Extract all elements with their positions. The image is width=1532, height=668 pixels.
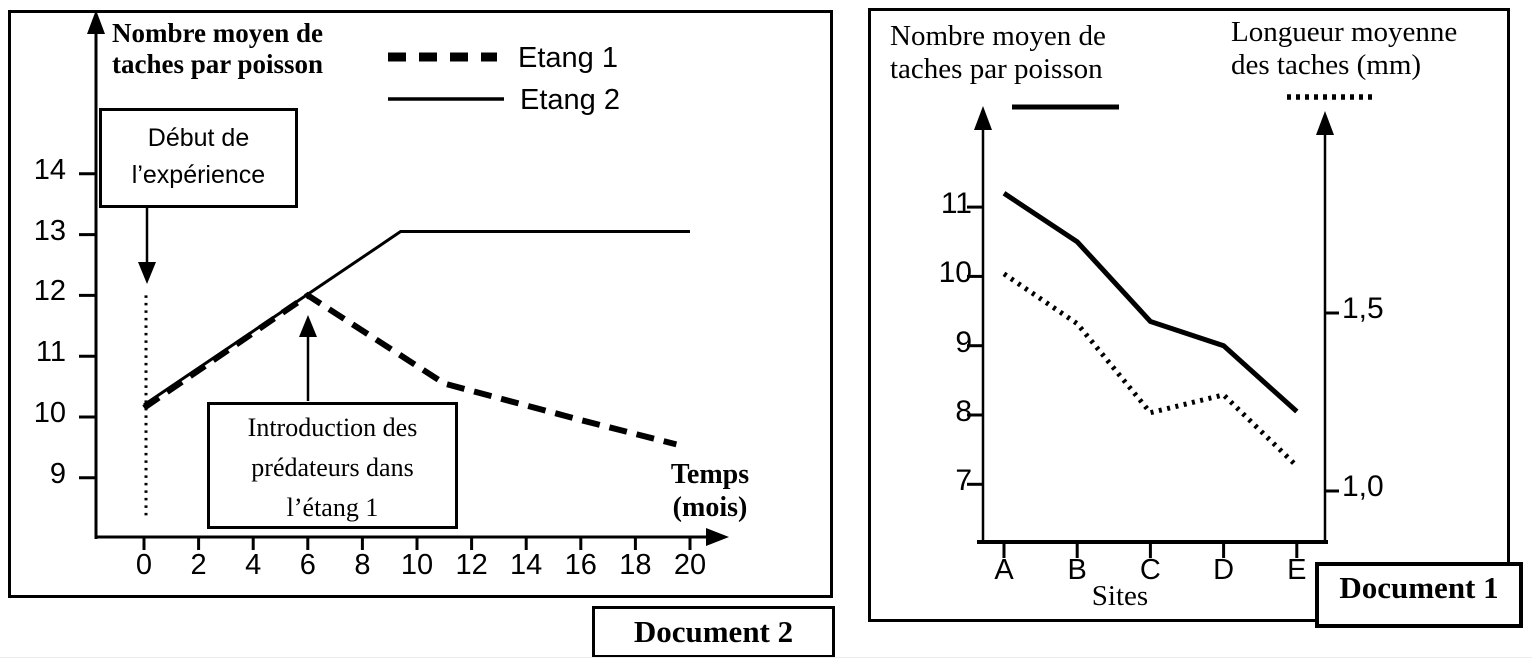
annotation-experiment-start-line1: Début de [147,124,250,152]
document-2-label: Document 2 [633,614,794,649]
doc2-y-tick-label: 11 [35,336,66,369]
doc2-y-axis-title: Nombre moyen de taches par poisson [112,18,323,80]
annotation-experiment-start-line2: l’expérience [131,161,266,189]
doc2-series-etang2-solid-line [143,230,690,407]
doc2-y-axis-arrow-icon [87,10,105,34]
doc2-x-tick-label: 10 [400,549,434,581]
doc1-right-axis-title: Longueur moyenne des taches (mm) [1231,16,1457,82]
doc1-left-tick-label: 9 [955,325,972,359]
annotation-predators-box: Introduction des prédateurs dans l’étang… [207,402,458,529]
doc2-y-tick-label: 13 [33,214,66,247]
doc2-x-axis-title-line1: Temps [670,459,750,490]
doc2-x-axis-title: Temps (mois) [650,458,770,524]
doc1-left-axis-arrow-icon [974,106,992,130]
doc2-start-arrow-down-icon [138,262,156,284]
doc2-x-tick-label: 14 [510,549,543,581]
doc2-y-tick-label: 9 [49,457,66,490]
doc2-series-etang1-dashed-line [142,291,678,448]
annotation-predators-line1: Introduction des [247,413,418,442]
doc2-predators-arrow-up-icon [299,315,317,337]
annotation-predators-line2: prédateurs dans [251,453,414,482]
doc2-y-tick-label: 12 [33,275,66,308]
doc1-x-tick-label: D [1213,554,1235,586]
doc1-right-tick-label: 1,5 [1342,292,1384,325]
doc1-x-tick-label: A [994,554,1014,586]
doc2-y-axis-title-line2: taches par poisson [112,49,324,79]
doc1-x-tick-label: B [1067,554,1087,586]
doc2-y-tick-label: 14 [33,153,66,186]
document-1-label: Document 1 [1339,570,1499,605]
document-2-label-box: Document 2 [592,606,835,658]
doc1-right-tick-label: 1,0 [1342,470,1384,503]
doc2-x-tick-label: 2 [190,549,207,581]
doc1-left-tick-label: 7 [955,464,972,498]
doc2-x-tick-label: 20 [673,549,707,581]
doc2-x-tick-label: 4 [245,549,262,581]
doc2-x-tick-label: 8 [354,549,371,581]
doc2-legend-label-etang1: Etang 1 [518,42,618,74]
doc1-x-axis-title: Sites [1091,580,1149,612]
doc1-left-tick-label: 10 [938,256,972,290]
doc1-right-axis-arrow-icon [1316,111,1334,135]
doc1-x-tick-label: E [1287,554,1307,586]
doc2-y-axis-title-line1: Nombre moyen de [112,18,323,48]
doc2-x-tick-label: 12 [455,549,488,581]
annotation-experiment-start-box: Début de l’expérience [99,108,298,208]
doc1-left-axis-title: Nombre moyen de taches par poisson [890,20,1106,86]
doc2-y-tick-label: 10 [33,397,66,429]
annotation-predators-line3: l’étang 1 [286,493,379,522]
doc2-x-tick-label: 16 [564,549,597,581]
doc1-left-axis-title-line1: Nombre moyen de [890,20,1106,52]
doc2-x-tick-label: 6 [299,549,316,581]
doc2-x-axis-title-line2: (mois) [672,492,748,523]
document-1-panel [868,8,1510,622]
document-2-panel [8,10,833,598]
doc2-x-tick-label: 0 [135,549,153,581]
doc1-right-axis-title-line1: Longueur moyenne [1231,16,1458,48]
doc1-right-axis-title-line2: des taches (mm) [1231,49,1422,81]
document-1-label-box: Document 1 [1315,562,1523,628]
doc2-legend-label-etang2: Etang 2 [520,84,620,116]
doc1-x-tick-label: C [1139,554,1161,586]
doc1-left-axis-title-line2: taches par poisson [890,53,1103,85]
doc1-left-tick-label: 11 [940,187,972,221]
doc1-series-number-of-spots-solid-line [1002,191,1299,414]
doc2-x-tick-label: 18 [619,549,652,581]
doc1-left-tick-label: 8 [955,395,972,428]
doc2-x-axis-arrow-icon [706,528,729,546]
page-edge-line [0,657,1532,658]
